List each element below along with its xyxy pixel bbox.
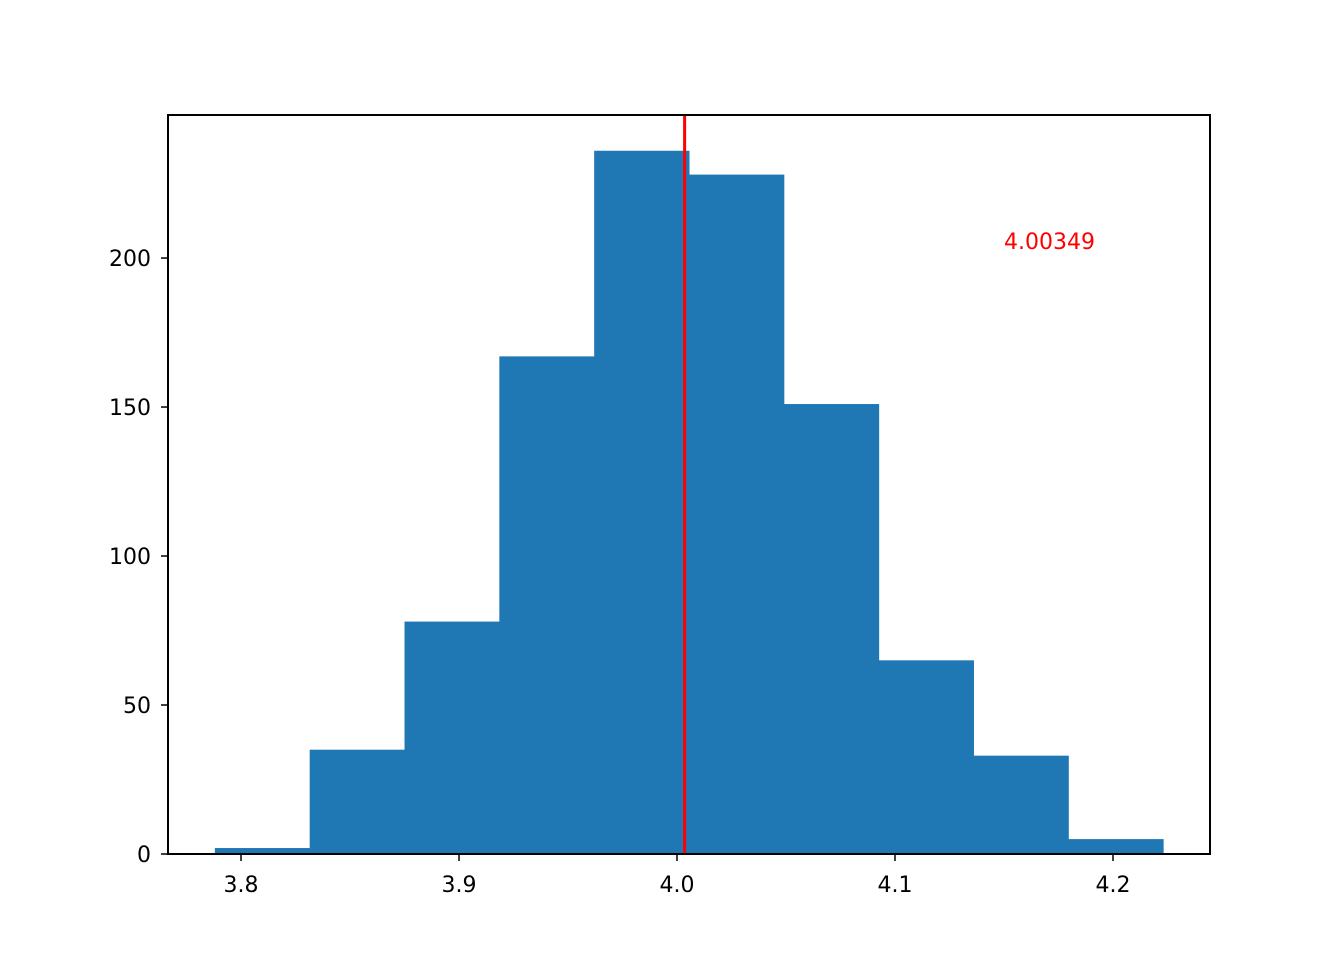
histogram-bar [499,356,595,854]
histogram-bar [973,755,1069,854]
y-tick-label: 200 [109,247,151,272]
x-axis: 3.8 3.9 4.0 4.1 4.2 [224,854,1130,898]
histogram-bar [878,660,974,854]
x-tick-label: 3.8 [224,873,259,898]
y-tick-label: 150 [109,396,151,421]
y-tick-label: 0 [137,843,151,868]
mean-annotation: 4.00349 [1004,230,1095,255]
histogram-bar [214,848,311,854]
x-tick-label: 4.1 [878,873,913,898]
bars-group [214,150,1164,855]
histogram-bar [404,621,500,854]
histogram-bar [783,404,880,854]
x-tick-label: 3.9 [442,873,477,898]
histogram-bar [689,174,785,854]
y-tick-label: 100 [109,545,151,570]
y-axis: 0 50 100 150 200 [109,247,168,868]
x-tick-label: 4.0 [660,873,695,898]
axes-frame [167,114,1211,855]
x-tick-label: 4.2 [1095,873,1130,898]
histogram-bar [309,749,406,854]
y-tick-label: 50 [123,694,151,719]
histogram-bar [1068,839,1164,854]
histogram-bar [594,150,690,855]
